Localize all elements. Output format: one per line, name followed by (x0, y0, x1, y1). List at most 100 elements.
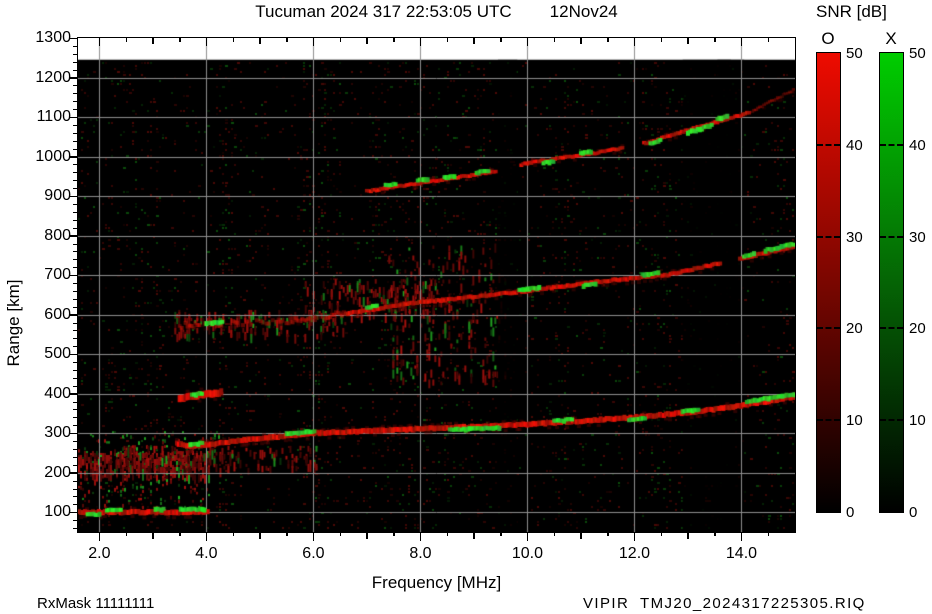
y-tick-label: 1100 (36, 108, 71, 126)
colorbar-x-tick-dash (880, 143, 903, 146)
y-minor-tick (73, 385, 78, 387)
x-top-tick (393, 38, 395, 42)
y-minor-tick (73, 140, 78, 142)
y-minor-tick (73, 61, 78, 63)
y-minor-tick (73, 109, 78, 111)
y-minor-tick (73, 346, 78, 348)
x-bottom-tick (232, 532, 235, 536)
y-minor-tick (73, 338, 78, 340)
y-minor-tick (73, 306, 78, 308)
colorbar-x-tick-label: 30 (909, 228, 926, 246)
colorbar-o-tick-label: 10 (846, 412, 863, 430)
colorbar-x-gradient (879, 52, 904, 513)
title-date: 12Nov24 (549, 2, 618, 21)
x-top-tick (607, 38, 609, 42)
y-minor-tick (73, 330, 78, 332)
y-tick-label: 300 (44, 424, 71, 442)
x-tick-label: 8.0 (409, 545, 432, 562)
y-tick-label: 800 (44, 226, 71, 244)
x-top-tick (312, 38, 315, 46)
x-top-tick (553, 38, 556, 42)
y-major-tick (70, 77, 78, 79)
x-bottom-tick (286, 532, 288, 536)
colorbar-x-tick-label: 20 (909, 320, 926, 338)
x-axis-title: Frequency [MHz] (371, 573, 502, 592)
y-minor-tick (73, 124, 78, 126)
y-minor-tick (73, 290, 78, 292)
y-major-tick (70, 432, 78, 435)
x-bottom-tick (98, 532, 101, 541)
y-minor-tick (73, 227, 78, 229)
y-minor-tick (73, 283, 78, 285)
x-top-tick (286, 38, 288, 42)
y-major-tick (70, 195, 78, 198)
y-major-tick (70, 353, 78, 356)
y-minor-tick (73, 188, 78, 190)
x-bottom-tick (366, 532, 368, 539)
y-minor-tick (73, 203, 78, 205)
y-minor-tick (73, 441, 78, 443)
x-top-tick (473, 38, 475, 44)
y-minor-tick (73, 85, 78, 87)
colorbar-o-tick-label: 30 (846, 228, 863, 246)
y-minor-tick (73, 322, 78, 324)
y-minor-tick (73, 251, 78, 253)
x-top-tick (259, 38, 261, 44)
y-minor-tick (73, 369, 78, 371)
x-tick-label: 10.0 (511, 545, 544, 562)
y-minor-tick (73, 409, 78, 411)
colorbar-o-tick-label: 20 (846, 320, 863, 338)
plot-title: Tucuman 2024 317 22:53:05 UTC 12Nov24 (78, 2, 795, 22)
x-bottom-tick (125, 532, 128, 536)
colorbar-o-tick-label: 50 (846, 45, 863, 62)
x-tick-label: 4.0 (195, 545, 218, 562)
y-tick-label: 1200 (35, 68, 71, 86)
colorbar-o-tick-label: 40 (846, 136, 863, 154)
y-minor-tick (73, 164, 78, 166)
y-major-tick (70, 274, 78, 277)
y-minor-tick (73, 449, 78, 450)
x-bottom-tick (526, 532, 529, 541)
x-top-tick (125, 38, 128, 42)
x-top-tick (446, 38, 449, 42)
y-minor-tick (73, 488, 78, 490)
x-top-tick (152, 38, 154, 44)
x-bottom-tick (446, 532, 449, 536)
y-major-tick (70, 393, 78, 395)
y-tick-label: 200 (44, 463, 71, 481)
colorbar-o-tick-dash (817, 419, 840, 422)
colorbar-title: SNR [dB] (816, 2, 887, 21)
colorbar-o-tick-dash (817, 327, 840, 330)
y-minor-tick (73, 504, 78, 506)
y-minor-tick (73, 101, 78, 103)
x-bottom-tick (259, 532, 261, 539)
y-minor-tick (73, 219, 78, 221)
y-minor-tick (73, 417, 78, 419)
colorbar-x-tick-dash (880, 327, 903, 330)
x-top-tick (580, 38, 582, 44)
y-major-tick (70, 37, 78, 39)
y-minor-tick (73, 180, 78, 182)
colorbar-x-tick-label: 40 (909, 136, 926, 154)
y-tick-label: 400 (44, 384, 71, 402)
colorbar-o-tick-label: 0 (846, 504, 855, 521)
x-tick-label: 6.0 (302, 545, 325, 562)
x-bottom-tick (767, 532, 770, 536)
y-major-tick (70, 235, 78, 237)
y-minor-tick (73, 496, 78, 498)
x-top-tick (205, 38, 208, 46)
colorbar-x-tick-label: 50 (909, 45, 926, 62)
y-minor-tick (73, 298, 78, 300)
plot-area (77, 37, 796, 533)
x-bottom-tick (393, 532, 395, 536)
x-bottom-tick (500, 532, 502, 536)
x-bottom-tick (660, 532, 663, 536)
x-top-tick (98, 38, 101, 46)
x-top-tick (232, 38, 235, 42)
colorbar-x-tick-label: 10 (909, 412, 926, 430)
y-tick-label: 600 (44, 305, 71, 323)
x-bottom-tick (580, 532, 582, 539)
y-tick-label: 1300 (35, 29, 71, 46)
x-top-tick (767, 38, 770, 42)
